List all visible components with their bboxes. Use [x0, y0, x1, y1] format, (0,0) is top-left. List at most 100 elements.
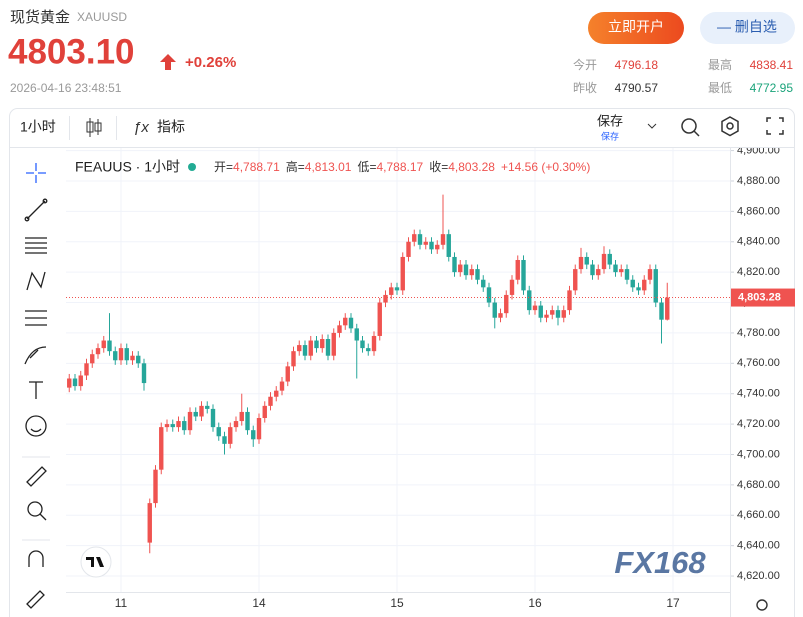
candle-body	[521, 259, 526, 291]
candle-body	[308, 340, 313, 356]
candle-body	[262, 405, 267, 419]
candle-body	[101, 340, 106, 349]
candle-body	[607, 253, 612, 265]
legend-value: 4,788.17	[377, 160, 424, 174]
legend-value: 4,803.28	[448, 160, 495, 174]
candle-body	[584, 256, 589, 265]
candle-body	[601, 253, 607, 270]
candle-body	[412, 234, 417, 242]
x-tick-label: 16	[528, 596, 542, 610]
candle-body	[532, 305, 538, 311]
candle-body	[596, 269, 601, 276]
candle-body	[274, 390, 279, 397]
candle-body	[515, 259, 520, 280]
legend-label: 高=	[286, 159, 305, 174]
interval-button[interactable]: 1小时	[20, 119, 56, 135]
y-tick-label: 4,680.00	[737, 479, 780, 491]
candle-body	[256, 418, 262, 440]
candle-body	[170, 424, 175, 428]
candle-body	[239, 411, 244, 422]
toolbar-icons[interactable]	[681, 116, 784, 137]
stat-value: 4838.41	[750, 58, 794, 72]
candle-body	[107, 340, 112, 352]
candle-body	[429, 241, 434, 250]
candle-body	[371, 335, 377, 352]
candle-body	[665, 297, 670, 320]
price: 4803.10	[8, 32, 135, 71]
candle-body	[527, 290, 532, 311]
save-menu-icon[interactable]	[647, 123, 657, 129]
legend-label: 开=	[214, 160, 233, 174]
candle-body	[630, 279, 635, 288]
timestamp: 2026-04-16 23:48:51	[10, 81, 122, 95]
candle-body	[314, 340, 319, 349]
candle-body	[205, 405, 210, 409]
candle-body	[245, 411, 250, 431]
tv-logo[interactable]	[80, 546, 112, 578]
candle-body	[182, 421, 187, 431]
candle-body	[383, 294, 388, 303]
y-tick-label: 4,820.00	[737, 266, 780, 278]
drawing-tools[interactable]	[24, 163, 48, 609]
indicator-icon[interactable]: ƒx	[133, 119, 149, 136]
candle-body	[147, 503, 152, 543]
candle-body	[659, 302, 664, 320]
y-tick-label: 4,740.00	[737, 388, 780, 400]
candle-body	[141, 363, 147, 384]
candle-body	[268, 396, 273, 406]
stat-value: 4790.57	[615, 81, 659, 95]
candle-body	[578, 256, 584, 270]
candle-body	[555, 310, 561, 318]
candle-body	[486, 287, 492, 303]
candle-body	[302, 345, 308, 356]
candle-body	[297, 345, 302, 352]
candle-body	[193, 411, 198, 417]
stat-label: 最低	[708, 81, 732, 95]
candle-body	[538, 305, 543, 318]
candle-body	[337, 325, 342, 333]
candle-body	[544, 314, 549, 318]
candle-body	[164, 424, 170, 428]
title: 现货黄金	[10, 9, 70, 26]
x-tick-label: 17	[666, 596, 680, 610]
price-label-box	[731, 288, 795, 307]
candle-body	[72, 378, 78, 387]
remove-watch-label[interactable]: — 删自选	[717, 19, 777, 35]
candle-body	[136, 355, 141, 364]
chart-panel	[9, 108, 795, 617]
x-tick-label: 14	[252, 596, 266, 610]
candle-body	[561, 310, 566, 318]
candle-body	[400, 256, 405, 291]
y-tick-label: 4,620.00	[737, 570, 780, 582]
candle-body	[279, 381, 285, 391]
chart-type-icon[interactable]	[86, 118, 102, 137]
settings-icon[interactable]	[756, 599, 768, 611]
save-status: 保存	[601, 130, 619, 141]
indicators-button[interactable]: 指标	[157, 119, 185, 135]
candle-body	[469, 269, 474, 276]
candle-body	[492, 302, 497, 318]
candle-body	[130, 355, 135, 361]
candle-body	[343, 317, 348, 326]
candle-body	[624, 269, 630, 280]
save-button[interactable]: 保存	[597, 113, 623, 128]
candle-body	[228, 427, 233, 444]
symbol: XAUUSD	[77, 10, 127, 24]
candle-body	[504, 294, 509, 314]
candle-body	[84, 363, 89, 376]
y-tick-label: 4,700.00	[737, 448, 780, 460]
candle-body	[452, 256, 457, 273]
open-account-button[interactable]	[588, 12, 684, 44]
remove-watch-button[interactable]	[700, 12, 795, 44]
candle-body	[216, 427, 221, 437]
candle-body	[389, 287, 394, 295]
candle-body	[475, 269, 480, 280]
candle-body	[435, 244, 440, 250]
candle-body	[377, 302, 382, 336]
candle-body	[354, 328, 359, 341]
price-label: 4,803.28	[738, 291, 781, 303]
stat-value: 4772.95	[750, 81, 794, 95]
open-account-label[interactable]: 立即开户	[608, 19, 664, 35]
legend-symbol: FEAUUS · 1小时	[75, 159, 180, 175]
